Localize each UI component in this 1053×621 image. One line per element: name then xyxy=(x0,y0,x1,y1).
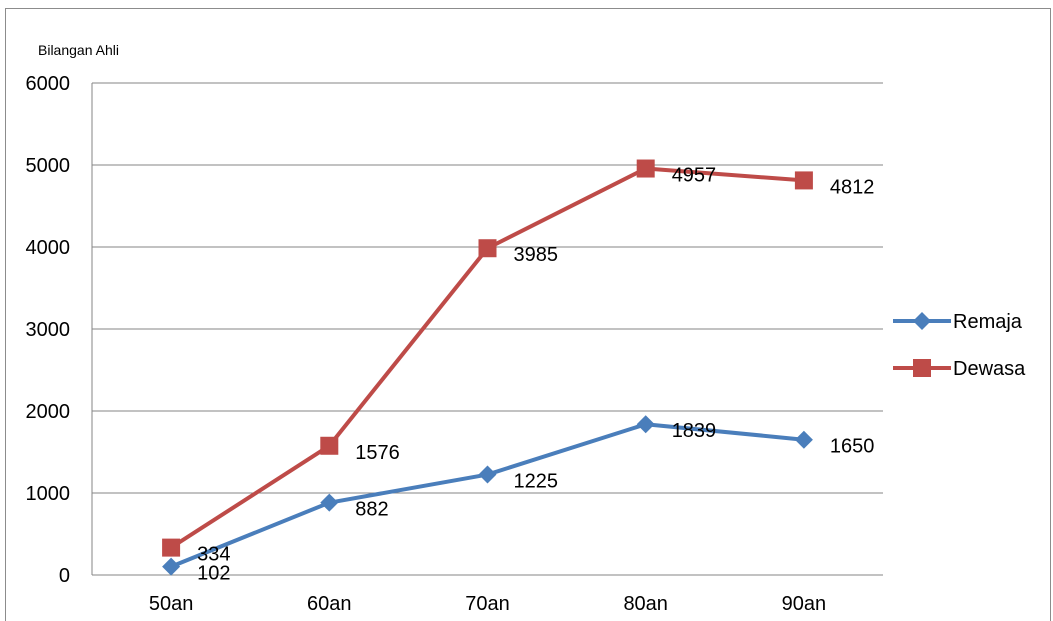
legend-item: Remaja xyxy=(893,311,1023,333)
data-label: 334 xyxy=(197,544,230,566)
chart-frame xyxy=(5,8,1051,621)
y-tick-label: 2000 xyxy=(26,401,71,423)
series-line xyxy=(170,422,805,569)
y-tick-label: 0 xyxy=(59,565,70,587)
series-line xyxy=(170,166,805,550)
legend-item: Dewasa xyxy=(893,358,1026,380)
data-point-marker xyxy=(162,538,181,557)
data-label: 4812 xyxy=(830,176,875,198)
legend-marker xyxy=(913,359,931,377)
y-tick-labels: 0 1000 2000 3000 4000 5000 6000 xyxy=(26,73,71,587)
data-point-marker xyxy=(794,430,813,449)
legend-marker xyxy=(913,312,931,330)
data-point-marker xyxy=(636,415,655,434)
y-tick-label: 6000 xyxy=(26,73,71,95)
data-label: 102 xyxy=(197,563,230,585)
legend-label: Dewasa xyxy=(953,358,1026,380)
axes xyxy=(91,83,883,576)
data-label: 882 xyxy=(355,499,388,521)
series-dewasa: 334 1576 3985 4957 4812 xyxy=(162,159,875,566)
data-point-marker xyxy=(478,465,497,484)
legend: Remaja Dewasa xyxy=(893,311,1026,380)
x-tick-label: 50an xyxy=(149,593,194,615)
x-tick-labels: 50an 60an 70an 80an 90an xyxy=(149,593,826,615)
y-tick-label: 3000 xyxy=(26,319,71,341)
x-tick-label: 70an xyxy=(465,593,510,615)
data-point-marker xyxy=(794,171,813,190)
y-tick-label: 1000 xyxy=(26,483,71,505)
data-label: 1576 xyxy=(355,442,400,464)
data-label: 1839 xyxy=(672,420,717,442)
data-label: 4957 xyxy=(672,165,717,187)
x-tick-label: 80an xyxy=(623,593,668,615)
data-label: 3985 xyxy=(514,244,559,266)
y-tick-label: 4000 xyxy=(26,237,71,259)
data-point-marker xyxy=(636,159,655,178)
data-point-marker xyxy=(162,557,181,576)
series-remaja: 102 882 1225 1839 1650 xyxy=(162,415,875,585)
y-axis-title: Bilangan Ahli xyxy=(38,42,119,58)
data-point-marker xyxy=(320,493,339,512)
x-tick-label: 90an xyxy=(782,593,827,615)
x-tick-label: 60an xyxy=(307,593,352,615)
legend-label: Remaja xyxy=(953,311,1023,333)
y-tick-label: 5000 xyxy=(26,155,71,177)
data-point-marker xyxy=(478,239,497,258)
series-layer: 102 882 1225 1839 1650 334 1576 3985 4957 4812 xyxy=(162,159,875,585)
data-label: 1225 xyxy=(514,471,559,493)
data-point-marker xyxy=(320,436,339,455)
gridlines xyxy=(92,82,883,494)
data-label: 1650 xyxy=(830,436,875,458)
